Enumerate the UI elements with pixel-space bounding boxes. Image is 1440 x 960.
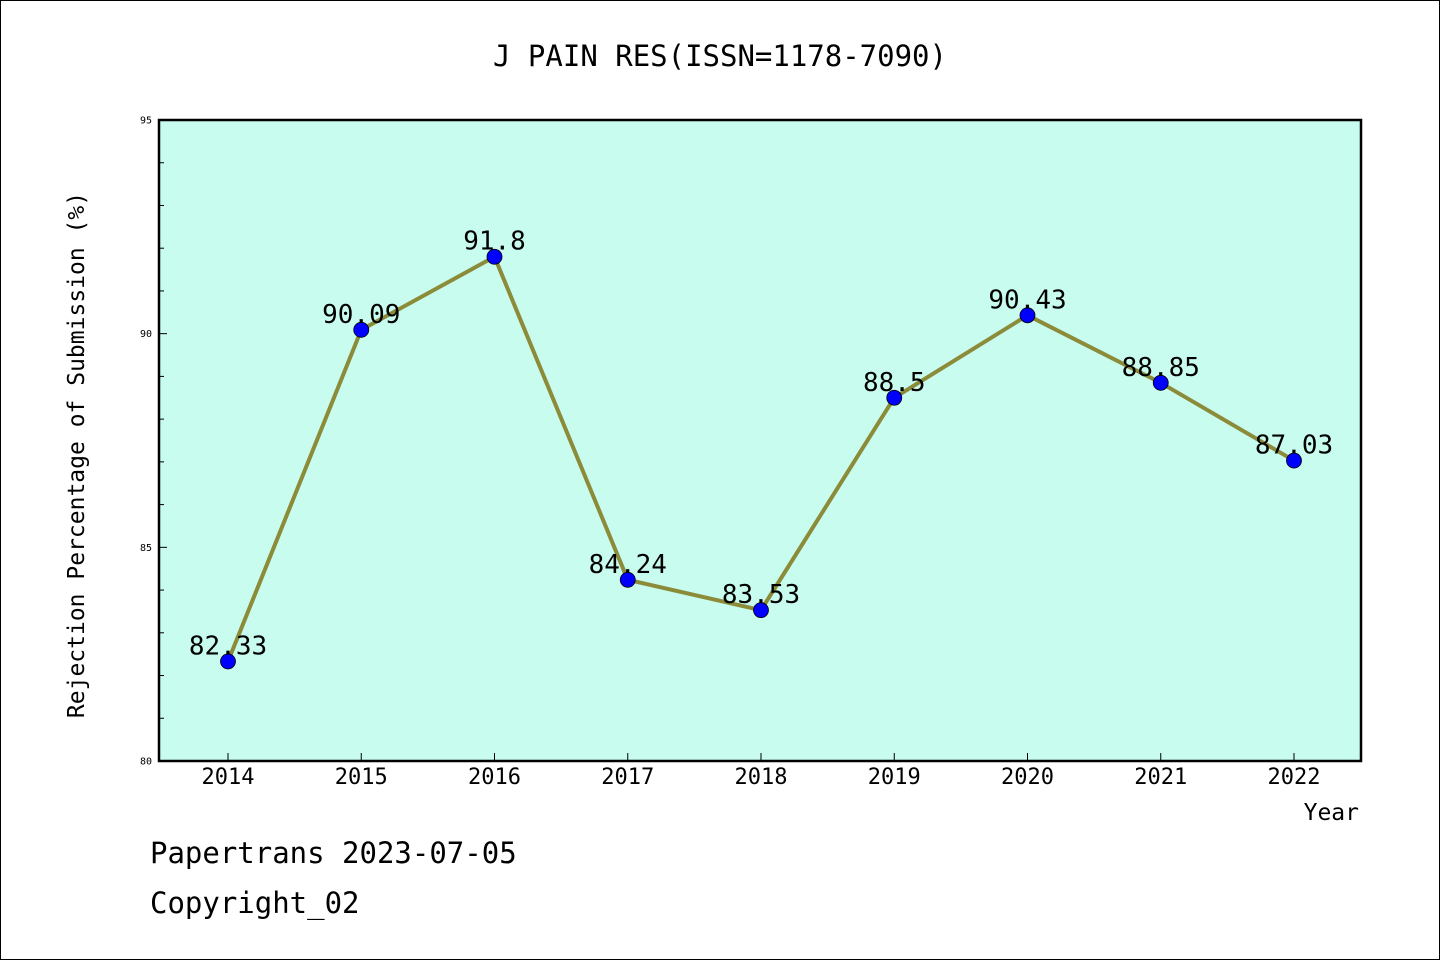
data-label: 91.8 [463, 227, 526, 257]
x-tick-label: 2018 [735, 765, 788, 790]
data-point [753, 602, 769, 619]
y-tick-label: 85 [140, 543, 152, 554]
x-tick-label: 2015 [335, 765, 388, 790]
series-layer: 82.33 90.09 91.8 84.24 83.53 88.5 90.43 88.85 87… [189, 227, 1333, 670]
x-tick-label: 2016 [468, 765, 521, 790]
data-label: 88.5 [863, 368, 926, 398]
data-label: 90.09 [322, 300, 400, 330]
data-point [353, 321, 370, 338]
data-point [220, 653, 236, 670]
data-label: 84.24 [589, 550, 667, 580]
data-label: 88.85 [1122, 353, 1200, 383]
data-point [886, 389, 903, 406]
x-tick-label: 2021 [1134, 765, 1187, 790]
chart-title: J PAIN RES(ISSN=1178-7090) [493, 39, 947, 73]
data-label: 87.03 [1255, 431, 1333, 461]
data-point [1019, 307, 1036, 324]
y-tick-label: 80 [140, 757, 152, 768]
plot-area [157, 118, 1363, 763]
x-axis-label: Year [1304, 800, 1359, 826]
y-tick-label: 95 [140, 116, 152, 127]
y-tick-label: 90 [140, 329, 152, 340]
y-axis-label: Rejection Percentage of Submission (%) [64, 192, 90, 718]
footer-watermark: Papertrans 2023-07-05 [150, 836, 517, 870]
x-tick-label: 2022 [1268, 765, 1321, 790]
data-point [1286, 452, 1302, 469]
data-point [1152, 374, 1169, 391]
x-tick-label: 2019 [868, 765, 921, 790]
data-label: 83.53 [722, 580, 800, 610]
x-axis: 2014 2015 2016 2017 2018 2019 2020 2021 2022 [202, 753, 1321, 790]
data-point [619, 571, 636, 588]
x-tick-label: 2014 [202, 765, 255, 790]
y-axis: 80 85 90 95 [140, 116, 167, 768]
x-tick-label: 2020 [1001, 765, 1054, 790]
data-label: 90.43 [988, 285, 1066, 315]
data-label: 82.33 [189, 631, 267, 661]
x-tick-label: 2017 [601, 765, 654, 790]
data-point [486, 248, 503, 265]
footer-copyright: Copyright_02 [150, 886, 360, 920]
